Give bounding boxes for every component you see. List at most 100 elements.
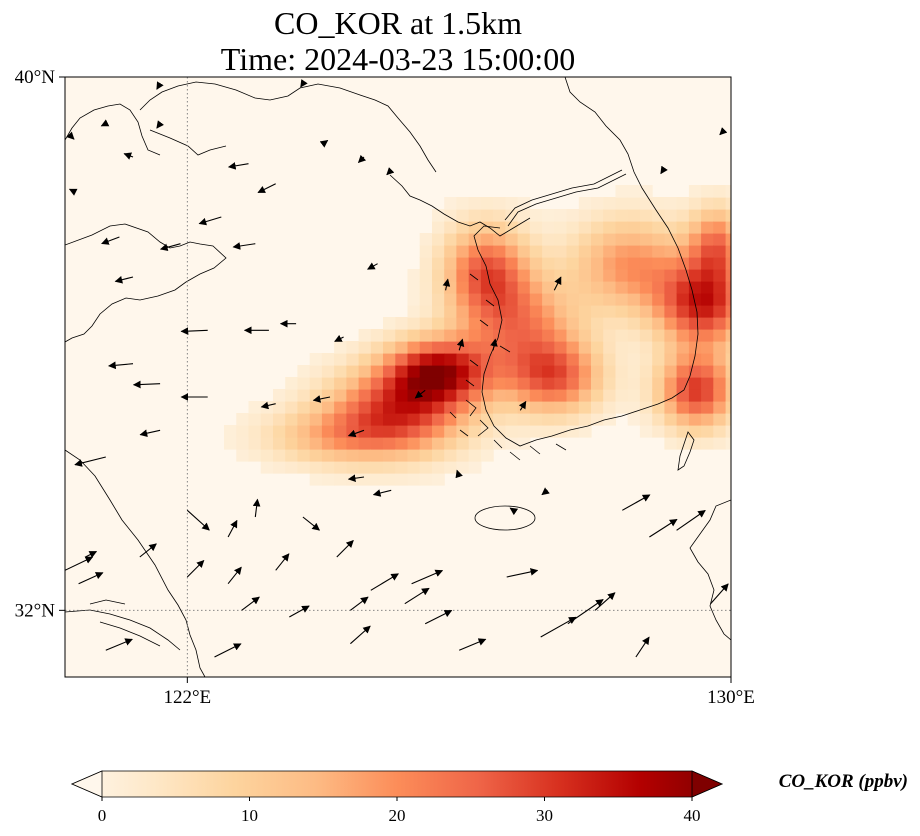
field-cell: [529, 317, 543, 330]
field-cell: [505, 197, 519, 210]
wind-arrow: [676, 510, 706, 531]
wind-arrow: [424, 610, 453, 625]
wind-arrow: [541, 487, 550, 496]
field-cell: [713, 317, 727, 330]
field-cell: [664, 197, 678, 210]
wind-arrow: [414, 389, 426, 399]
field-cell: [603, 257, 616, 270]
field-cell: [407, 341, 421, 354]
wind-arrow: [241, 596, 260, 611]
field-cell: [432, 461, 445, 474]
field-cell: [639, 197, 653, 210]
field-cell: [713, 257, 727, 270]
field-cell: [542, 209, 555, 222]
field-cell: [591, 257, 604, 270]
field-cell: [493, 305, 506, 318]
field-cell: [358, 389, 372, 402]
wind-arrow: [101, 236, 120, 245]
field-cell: [370, 377, 384, 390]
field-cell: [444, 245, 457, 258]
field-cell: [480, 437, 494, 450]
field-cell: [383, 365, 396, 378]
field-cell: [639, 221, 653, 234]
field-cell: [407, 305, 421, 318]
field-cell: [615, 197, 629, 210]
field-cell: [725, 413, 731, 426]
field-cell: [652, 401, 665, 414]
field-cell: [346, 437, 360, 450]
field-cell: [652, 413, 665, 426]
field-cell: [480, 233, 494, 246]
wind-arrow: [66, 131, 75, 140]
field-cell: [701, 305, 714, 318]
field-cell: [664, 353, 678, 366]
field-cell: [639, 329, 653, 342]
field-cell: [334, 341, 347, 354]
field-cell: [358, 329, 372, 342]
field-cell: [407, 365, 421, 378]
field-cell: [688, 389, 702, 402]
field-cell: [493, 377, 506, 390]
field-cell: [725, 365, 731, 378]
field-cell: [652, 365, 665, 378]
field-cell: [529, 365, 543, 378]
field-cell: [701, 269, 714, 282]
field-cell: [615, 341, 629, 354]
field-cell: [529, 293, 543, 306]
field-cell: [383, 341, 396, 354]
field-cell: [688, 221, 702, 234]
field-cell: [627, 281, 641, 294]
field-cell: [407, 425, 421, 438]
field-cell: [248, 449, 262, 462]
field-cell: [370, 461, 384, 474]
field-cell: [468, 317, 482, 330]
field-cell: [517, 329, 531, 342]
field-cell: [456, 401, 470, 414]
field-cell: [517, 245, 531, 258]
field-cell: [358, 341, 372, 354]
field-cell: [603, 245, 616, 258]
field-cell: [407, 353, 421, 366]
field-cell: [615, 257, 629, 270]
field-cell: [419, 449, 433, 462]
field-cell: [358, 437, 372, 450]
wind-arrow: [156, 81, 164, 90]
field-cell: [652, 269, 665, 282]
field-cell: [639, 257, 653, 270]
field-cell: [248, 413, 262, 426]
field-cell: [713, 185, 727, 198]
field-cell: [493, 329, 506, 342]
field-cell: [444, 257, 457, 270]
field-cell: [725, 281, 731, 294]
wind-arrow: [347, 474, 365, 483]
field-cell: [432, 425, 445, 438]
field-cell: [578, 293, 592, 306]
field-cell: [334, 437, 347, 450]
wind-arrow: [180, 327, 208, 335]
field-cell: [627, 353, 641, 366]
field-cell: [517, 401, 531, 414]
field-cell: [297, 413, 311, 426]
field-cell: [603, 209, 616, 222]
field-cell: [480, 269, 494, 282]
field-cell: [664, 413, 678, 426]
field-cell: [603, 377, 616, 390]
field-cell: [273, 401, 286, 414]
field-cell: [407, 413, 421, 426]
field-cell: [664, 425, 678, 438]
field-cell: [542, 389, 555, 402]
field-cell: [444, 461, 457, 474]
field-cell: [444, 341, 457, 354]
field-cell: [505, 389, 519, 402]
field-cell: [493, 233, 506, 246]
field-cell: [358, 365, 372, 378]
field-cell: [505, 293, 519, 306]
field-cell: [309, 401, 323, 414]
field-cell: [505, 341, 519, 354]
field-cell: [615, 185, 629, 198]
field-cell: [321, 437, 335, 450]
field-cell: [346, 389, 360, 402]
field-cell: [395, 389, 409, 402]
field-cell: [578, 389, 592, 402]
field-cell: [273, 425, 286, 438]
